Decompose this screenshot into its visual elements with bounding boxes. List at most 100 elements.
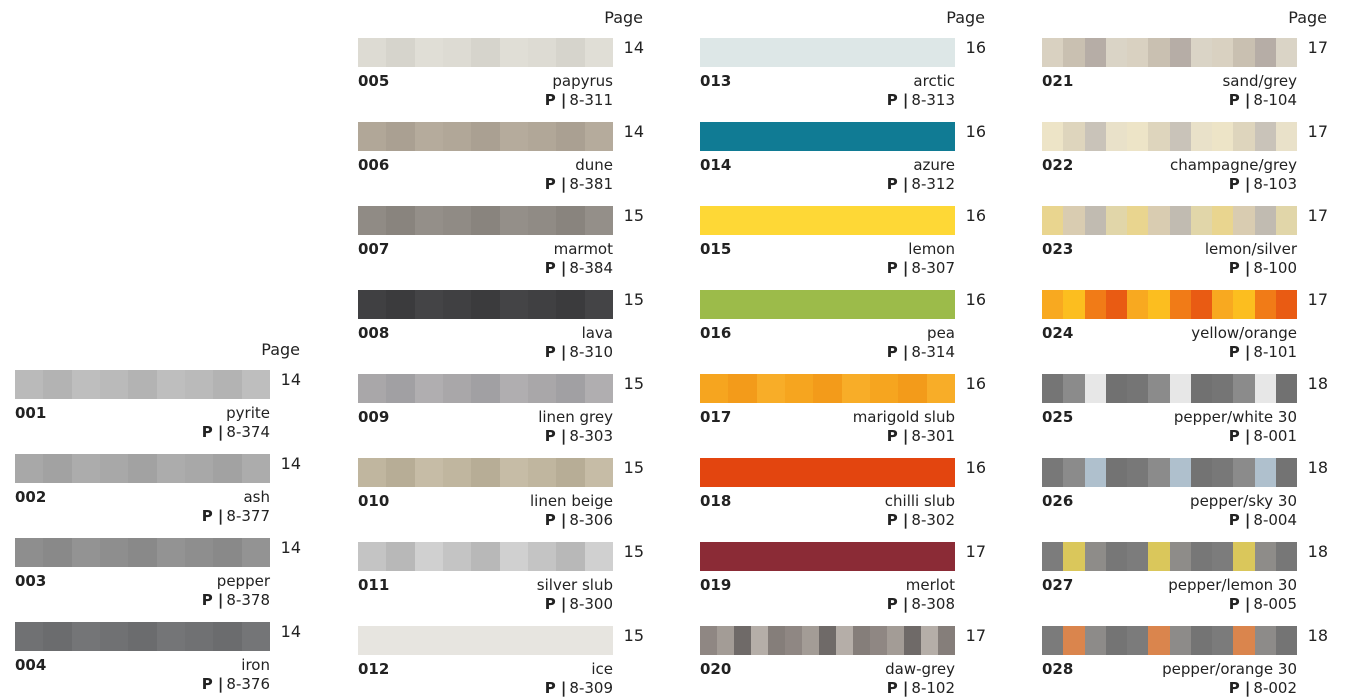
- swatch-ref: P |8-300: [418, 595, 613, 613]
- swatch-stripe: [1042, 38, 1063, 67]
- swatch-name: ice: [418, 660, 613, 678]
- swatch-code: 028: [1042, 660, 1073, 678]
- page-number: 17: [1302, 39, 1328, 57]
- swatch-name: papyrus: [418, 72, 613, 90]
- swatch-stripe: [1233, 458, 1254, 487]
- swatch-stripe: [358, 122, 386, 151]
- ref-prefix: P |: [1229, 595, 1251, 613]
- swatch-stripe: [1276, 374, 1297, 403]
- swatch-stripe: [1106, 206, 1127, 235]
- swatch-name: lava: [418, 324, 613, 342]
- ref-number: 8-307: [911, 259, 955, 277]
- swatch-stripe: [1212, 290, 1233, 319]
- swatch-stripe: [1106, 626, 1127, 655]
- swatch-name: marmot: [418, 240, 613, 258]
- swatch-stripe: [415, 38, 443, 67]
- swatch-stripe: [157, 538, 185, 567]
- swatch-stripe: [1148, 290, 1169, 319]
- page-number: 16: [960, 291, 986, 309]
- swatch-stripe: [528, 38, 556, 67]
- swatch-ref: P |8-313: [760, 91, 955, 109]
- swatch-name: azure: [760, 156, 955, 174]
- ref-prefix: P |: [202, 675, 224, 693]
- swatch-name: lemon/silver: [1102, 240, 1297, 258]
- ref-prefix: P |: [887, 679, 909, 697]
- swatch-stripe: [1127, 122, 1148, 151]
- swatch-stripe: [785, 458, 870, 487]
- ref-prefix: P |: [202, 591, 224, 609]
- swatch-stripe: [242, 370, 270, 399]
- swatch-ref: P |8-302: [760, 511, 955, 529]
- ref-number: 8-308: [911, 595, 955, 613]
- swatch-stripe: [1191, 458, 1212, 487]
- page-heading: Page: [1277, 9, 1327, 27]
- swatch-stripe: [386, 374, 414, 403]
- swatch-stripe: [1085, 290, 1106, 319]
- swatch-stripe: [1170, 458, 1191, 487]
- swatch-stripe: [1212, 626, 1233, 655]
- swatch-stripe: [1170, 38, 1191, 67]
- swatch-stripe: [443, 542, 471, 571]
- swatch-stripe: [1127, 626, 1148, 655]
- swatch-stripe: [358, 626, 443, 655]
- swatch-stripe: [1063, 206, 1084, 235]
- page-number: 16: [960, 207, 986, 225]
- swatch-stripe: [728, 374, 756, 403]
- swatch-stripe: [471, 38, 499, 67]
- ref-prefix: P |: [545, 175, 567, 193]
- page-number: 14: [275, 455, 301, 473]
- page-number: 14: [618, 39, 644, 57]
- swatch-stripe: [700, 206, 785, 235]
- ref-number: 8-102: [911, 679, 955, 697]
- swatch-name: champagne/grey: [1102, 156, 1297, 174]
- swatch-stripe: [1233, 542, 1254, 571]
- swatch-stripe: [1233, 206, 1254, 235]
- swatch-stripe: [887, 626, 904, 655]
- swatch-stripe: [556, 290, 584, 319]
- swatch-stripe: [128, 538, 156, 567]
- page-number: 16: [960, 375, 986, 393]
- swatch-stripe: [1233, 122, 1254, 151]
- swatch-stripe: [898, 374, 926, 403]
- swatch-stripe: [213, 370, 241, 399]
- swatch-stripe: [1042, 626, 1063, 655]
- swatch-stripe: [1212, 374, 1233, 403]
- swatch-stripe: [1276, 458, 1297, 487]
- swatch-stripe: [242, 454, 270, 483]
- page: Page14001pyriteP |8-37414002ashP |8-3771…: [0, 0, 1357, 693]
- swatch-stripe: [921, 626, 938, 655]
- swatch-stripe: [1063, 374, 1084, 403]
- swatch-stripe: [528, 122, 556, 151]
- page-number: 18: [1302, 627, 1328, 645]
- swatch-ref: P |8-004: [1102, 511, 1297, 529]
- swatch-stripe: [785, 122, 870, 151]
- page-heading: Page: [250, 341, 300, 359]
- ref-number: 8-101: [1253, 343, 1297, 361]
- ref-prefix: P |: [545, 511, 567, 529]
- swatch: [700, 542, 955, 571]
- ref-prefix: P |: [887, 175, 909, 193]
- swatch-stripe: [43, 454, 71, 483]
- swatch-stripe: [443, 458, 471, 487]
- swatch: [358, 374, 613, 403]
- swatch-stripe: [1127, 290, 1148, 319]
- page-number: 15: [618, 291, 644, 309]
- page-number: 15: [618, 375, 644, 393]
- swatch-stripe: [15, 538, 43, 567]
- ref-number: 8-311: [569, 91, 613, 109]
- swatch-ref: P |8-308: [760, 595, 955, 613]
- swatch-stripe: [585, 38, 613, 67]
- swatch-stripe: [842, 374, 870, 403]
- swatch-code: 014: [700, 156, 731, 174]
- ref-number: 8-374: [226, 423, 270, 441]
- ref-number: 8-301: [911, 427, 955, 445]
- ref-prefix: P |: [1229, 511, 1251, 529]
- swatch-name: yellow/orange: [1102, 324, 1297, 342]
- swatch-stripe: [1085, 458, 1106, 487]
- swatch-stripe: [1063, 458, 1084, 487]
- ref-prefix: P |: [1229, 91, 1251, 109]
- ref-prefix: P |: [887, 91, 909, 109]
- swatch-name: pepper/sky 30: [1102, 492, 1297, 510]
- swatch-ref: P |8-306: [418, 511, 613, 529]
- swatch-stripe: [1042, 458, 1063, 487]
